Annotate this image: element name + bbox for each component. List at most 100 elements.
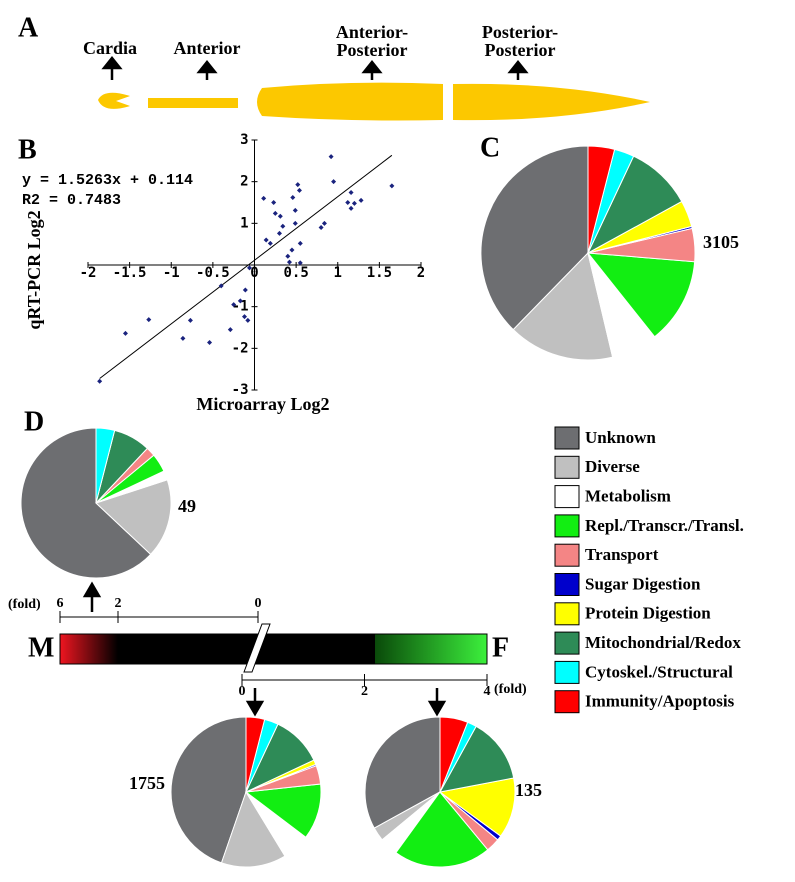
neutral-band xyxy=(118,634,375,664)
tick-label: 6 xyxy=(57,596,64,611)
y-tick-label: -1 xyxy=(232,299,249,315)
point xyxy=(348,205,354,211)
pie-slice xyxy=(586,252,696,338)
cardia-shape xyxy=(98,92,130,109)
legend-label: Unknown xyxy=(585,428,656,447)
point xyxy=(180,335,186,341)
legend-swatch xyxy=(554,543,580,567)
point xyxy=(348,190,354,195)
legend-label: Metabolism xyxy=(585,487,671,506)
female-gradient xyxy=(375,634,487,664)
pie-slice xyxy=(20,427,152,579)
point xyxy=(358,197,364,203)
legend-label: Sugar Digestion xyxy=(585,574,701,593)
point xyxy=(295,182,301,188)
panel-label: D xyxy=(24,406,44,437)
fold-bar xyxy=(59,616,488,681)
pp-shape xyxy=(453,83,650,121)
x-tick-label: -2 xyxy=(80,265,97,281)
legend-swatch xyxy=(554,631,580,655)
legend-label: Cytoskel./Structural xyxy=(585,662,733,681)
legend-swatch xyxy=(554,514,580,538)
y-tick-label: 3 xyxy=(240,132,248,148)
point xyxy=(146,317,152,323)
x-tick-label: 2 xyxy=(417,265,425,281)
tick-label: 2 xyxy=(115,596,122,611)
point xyxy=(280,223,286,229)
point xyxy=(263,237,269,243)
point xyxy=(187,317,193,323)
pie-slice xyxy=(439,716,469,793)
y-axis-label: qRT-PCR Log2 xyxy=(24,210,44,329)
point xyxy=(277,213,283,219)
point xyxy=(237,298,243,304)
point xyxy=(289,247,295,253)
y-tick-label: -3 xyxy=(232,382,249,398)
point xyxy=(247,265,253,271)
trendline xyxy=(99,154,393,379)
pie-slice xyxy=(512,251,614,361)
point xyxy=(207,340,213,345)
x-tick-label: 1.5 xyxy=(367,265,392,281)
point xyxy=(97,378,103,384)
point xyxy=(271,200,277,205)
male-label: M xyxy=(28,632,54,663)
ap-shape xyxy=(257,82,443,121)
x-tick-label: 0 xyxy=(250,265,258,281)
pie-total: 3105 xyxy=(703,232,739,252)
pie-slice xyxy=(95,479,172,556)
r-squared: R2 = 0.7483 xyxy=(22,192,121,209)
legend-swatch xyxy=(554,426,580,450)
legend-label: Protein Digestion xyxy=(585,604,711,623)
region-label: Posterior xyxy=(485,40,556,60)
x-tick-label: 0.5 xyxy=(283,265,308,281)
equation: y = 1.5263x + 0.114 xyxy=(22,172,193,189)
pie-slice xyxy=(170,716,247,864)
point xyxy=(321,220,327,226)
pie-arrows xyxy=(82,581,447,717)
fold-unit: (fold) xyxy=(8,597,41,612)
point xyxy=(297,240,303,246)
male-gradient xyxy=(60,634,118,664)
region-label: Anterior xyxy=(174,38,241,58)
point xyxy=(261,195,267,201)
point xyxy=(318,225,324,230)
tick-label: 0 xyxy=(239,684,246,699)
legend-label: Repl./Transcr./Transl. xyxy=(585,516,744,535)
point xyxy=(231,302,237,308)
legend-swatch xyxy=(554,602,580,626)
legend-label: Diverse xyxy=(585,457,640,476)
y-tick-label: 1 xyxy=(240,215,248,231)
anterior-shape xyxy=(148,98,238,108)
panel-label: B xyxy=(18,134,37,165)
point xyxy=(227,327,233,333)
pie-slice xyxy=(364,716,441,829)
legend-swatch xyxy=(554,690,580,714)
region-label: Cardia xyxy=(83,38,137,58)
x-tick-label: -1.5 xyxy=(113,265,147,281)
point xyxy=(242,287,248,293)
point xyxy=(290,195,296,200)
legend-swatch xyxy=(554,485,580,509)
pie-total: 1755 xyxy=(129,773,165,793)
pie-slice xyxy=(587,145,616,254)
region-label: Posterior xyxy=(337,40,408,60)
point xyxy=(297,260,303,266)
legend-label: Transport xyxy=(585,545,659,564)
point xyxy=(328,154,334,160)
point xyxy=(345,200,351,205)
y-tick-label: 2 xyxy=(240,174,248,190)
point xyxy=(276,230,282,236)
point xyxy=(272,210,278,216)
pie-slice xyxy=(395,791,489,868)
bar-outline xyxy=(59,633,488,665)
region-arrows xyxy=(101,55,529,80)
female-label: F xyxy=(492,632,509,663)
point xyxy=(296,187,302,193)
x-tick-label: -0.5 xyxy=(196,265,230,281)
point xyxy=(351,200,357,206)
point xyxy=(218,283,224,289)
point xyxy=(292,207,298,213)
x-axis-label: Microarray Log2 xyxy=(196,394,329,414)
